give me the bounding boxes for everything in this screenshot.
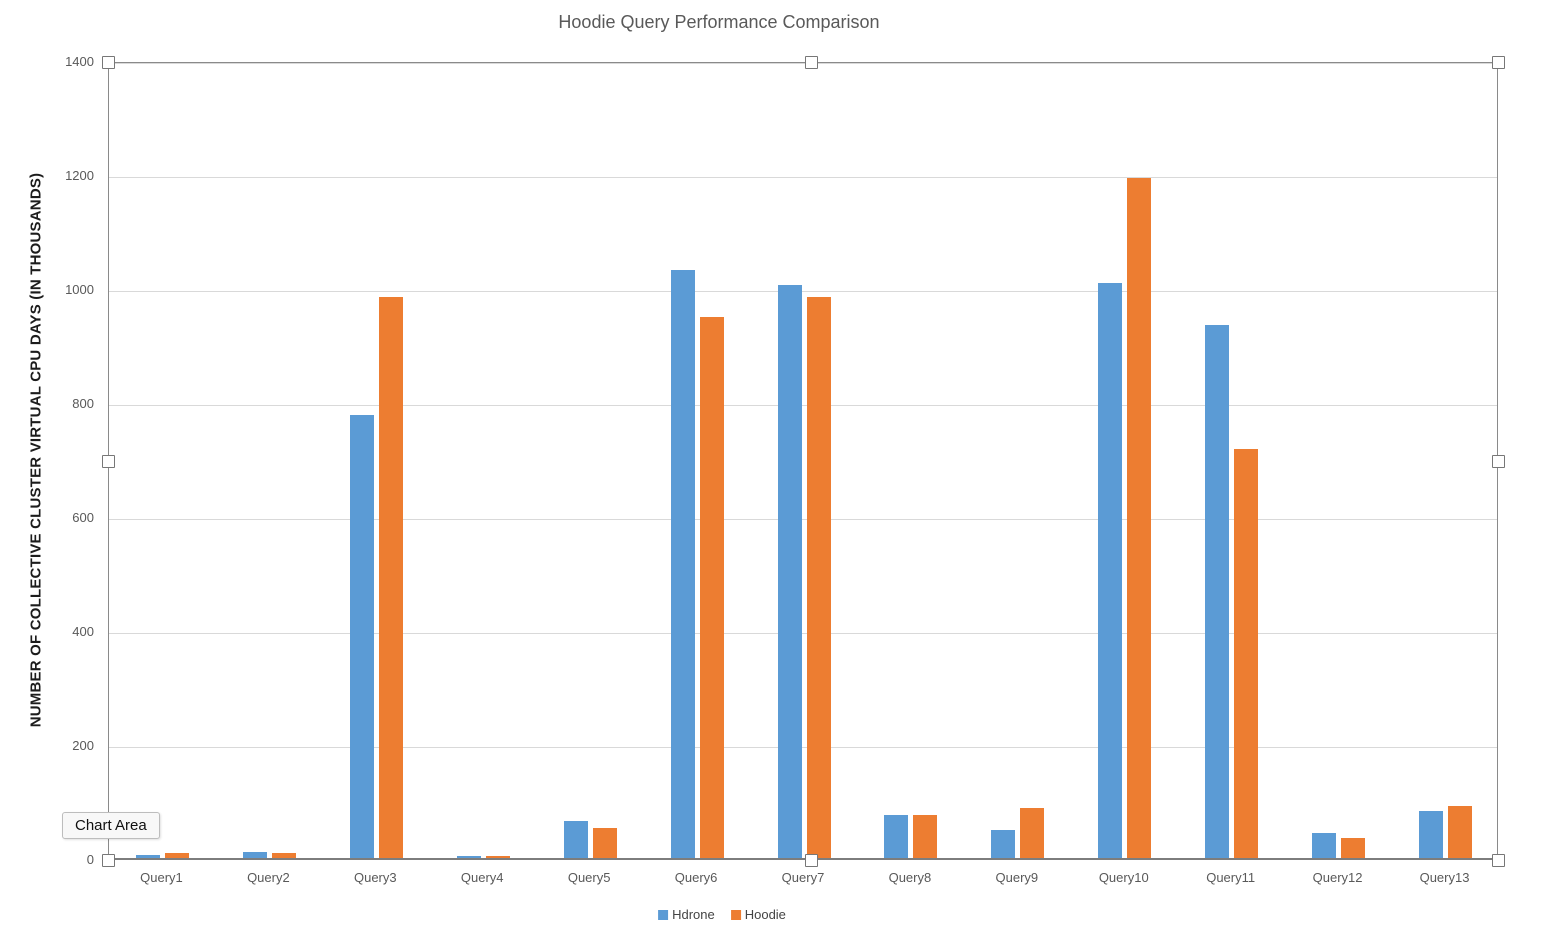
gridline-1400 [109, 63, 1497, 64]
bar-hdrone-query6[interactable] [670, 270, 695, 858]
y-axis-title[interactable]: NUMBER OF COLLECTIVE CLUSTER VIRTUAL CPU… [27, 172, 45, 728]
legend-label-hoodie: Hoodie [744, 907, 786, 922]
x-tick-query5: Query5 [567, 870, 611, 885]
bar-hoodie-query10[interactable] [1127, 178, 1152, 858]
x-tick-query6: Query6 [674, 870, 718, 885]
bar-hdrone-query4[interactable] [456, 855, 481, 858]
bar-hdrone-query1[interactable] [135, 855, 160, 858]
x-tick-query10: Query10 [1098, 870, 1149, 885]
selection-handle-middle-right[interactable] [1491, 454, 1505, 468]
bar-hoodie-query2[interactable] [271, 853, 296, 858]
y-tick-800: 800 [72, 396, 94, 411]
bar-hoodie-query4[interactable] [485, 855, 510, 858]
gridline-1000 [109, 291, 1497, 292]
bar-hdrone-query13[interactable] [1419, 811, 1444, 858]
legend-item-hoodie[interactable]: Hoodie [730, 907, 786, 922]
bar-hdrone-query9[interactable] [991, 829, 1016, 858]
bar-hoodie-query8[interactable] [913, 815, 938, 858]
bar-hoodie-query5[interactable] [592, 827, 617, 858]
gridline-600 [109, 519, 1497, 520]
bar-hdrone-query8[interactable] [884, 815, 909, 858]
gridline-200 [109, 747, 1497, 748]
bar-hoodie-query6[interactable] [699, 316, 724, 858]
bar-hoodie-query12[interactable] [1341, 838, 1366, 858]
y-tick-1000: 1000 [65, 282, 94, 297]
y-tick-0: 0 [86, 852, 94, 867]
bar-hoodie-query9[interactable] [1020, 807, 1045, 858]
selection-handle-top-center[interactable] [804, 55, 818, 69]
bar-hdrone-query2[interactable] [242, 852, 267, 858]
bar-hdrone-query12[interactable] [1312, 832, 1337, 858]
bar-hdrone-query10[interactable] [1098, 283, 1123, 858]
legend-label-hdrone: Hdrone [672, 907, 715, 922]
selection-handle-top-left[interactable] [101, 55, 115, 69]
bar-hoodie-query1[interactable] [164, 853, 189, 858]
x-tick-query11: Query11 [1206, 870, 1256, 885]
x-tick-query9: Query9 [995, 870, 1039, 885]
legend-item-hdrone[interactable]: Hdrone [658, 907, 715, 922]
y-tick-600: 600 [72, 510, 94, 525]
bar-hdrone-query3[interactable] [349, 415, 374, 858]
selection-handle-bottom-center[interactable] [804, 853, 818, 867]
x-tick-query2: Query2 [247, 870, 290, 885]
selection-handle-bottom-right[interactable] [1491, 853, 1505, 867]
x-tick-query3: Query3 [353, 870, 397, 885]
y-tick-1200: 1200 [65, 168, 94, 183]
x-tick-query1: Query1 [140, 870, 183, 885]
selection-handle-bottom-left[interactable] [101, 853, 115, 867]
bar-hdrone-query11[interactable] [1205, 325, 1230, 858]
y-tick-400: 400 [72, 624, 94, 639]
gridline-1200 [109, 177, 1497, 178]
bar-hoodie-query3[interactable] [378, 297, 403, 858]
gridline-800 [109, 405, 1497, 406]
legend[interactable]: Hdrone Hoodie [658, 907, 786, 922]
bar-hoodie-query11[interactable] [1234, 448, 1259, 858]
y-tick-200: 200 [72, 738, 94, 753]
chart-title[interactable]: Hoodie Query Performance Comparison [558, 12, 880, 32]
x-tick-query13: Query13 [1419, 870, 1470, 885]
x-tick-query8: Query8 [888, 870, 932, 885]
bar-hoodie-query13[interactable] [1448, 806, 1473, 858]
legend-swatch-hdrone [658, 909, 669, 920]
bar-hdrone-query5[interactable] [563, 820, 588, 858]
plot-area[interactable] [108, 62, 1498, 860]
x-tick-query4: Query4 [460, 870, 504, 885]
bar-hoodie-query7[interactable] [806, 297, 831, 858]
legend-swatch-hoodie [730, 909, 741, 920]
chart-area-tooltip: Chart Area [62, 812, 160, 839]
gridline-400 [109, 633, 1497, 634]
selection-handle-middle-left[interactable] [101, 454, 115, 468]
bar-hdrone-query7[interactable] [777, 285, 802, 858]
x-tick-query7: Query7 [781, 870, 825, 885]
y-tick-1400: 1400 [65, 54, 94, 69]
selection-handle-top-right[interactable] [1491, 55, 1505, 69]
x-tick-query12: Query12 [1312, 870, 1363, 885]
